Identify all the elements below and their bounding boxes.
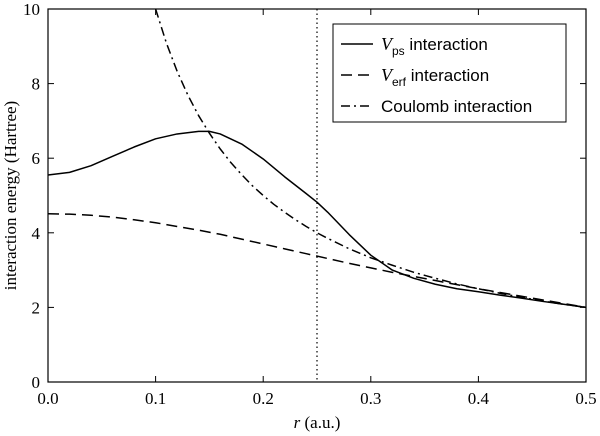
series-line-0 <box>47 130 587 309</box>
y-axis-ticks: 0 2 4 6 8 10 <box>23 0 586 392</box>
y-tick-label: 4 <box>32 224 41 243</box>
x-tick-label: 0.5 <box>575 389 596 408</box>
y-tick-label: 2 <box>32 298 41 317</box>
legend-label-1: Verf interaction <box>381 65 489 89</box>
legend-tail: interaction <box>405 35 488 54</box>
legend-label-2: Coulomb interaction <box>381 97 532 116</box>
y-tick-label: 6 <box>32 149 41 168</box>
legend-var: V <box>381 34 394 54</box>
legend-var: V <box>381 65 394 85</box>
x-tick-label: 0.2 <box>253 389 274 408</box>
legend-subscript: ps <box>392 44 405 58</box>
x-tick-label: 0.1 <box>145 389 166 408</box>
x-tick-label: 0.0 <box>37 389 58 408</box>
legend-subscript: erf <box>392 75 407 89</box>
legend-tail: interaction <box>406 66 489 85</box>
series-line-1 <box>47 213 587 309</box>
x-axis-ticks: 0.0 0.1 0.2 0.3 0.4 0.5 <box>37 9 597 408</box>
y-axis-label: interaction energy (Hartree) <box>1 101 20 290</box>
legend-box <box>332 23 567 123</box>
x-tick-label: 0.4 <box>468 389 490 408</box>
x-axis-label-var: r <box>294 413 301 432</box>
y-tick-label: 8 <box>32 75 41 94</box>
series-group <box>47 8 587 309</box>
x-axis-label-unit: (a.u.) <box>300 413 340 432</box>
y-tick-label: 10 <box>23 0 40 19</box>
x-tick-label: 0.3 <box>360 389 381 408</box>
legend-label-0: Vps interaction <box>381 34 488 58</box>
series-line-2 <box>154 8 587 309</box>
x-axis-label: r (a.u.) <box>294 413 341 432</box>
y-tick-label: 0 <box>32 373 41 392</box>
